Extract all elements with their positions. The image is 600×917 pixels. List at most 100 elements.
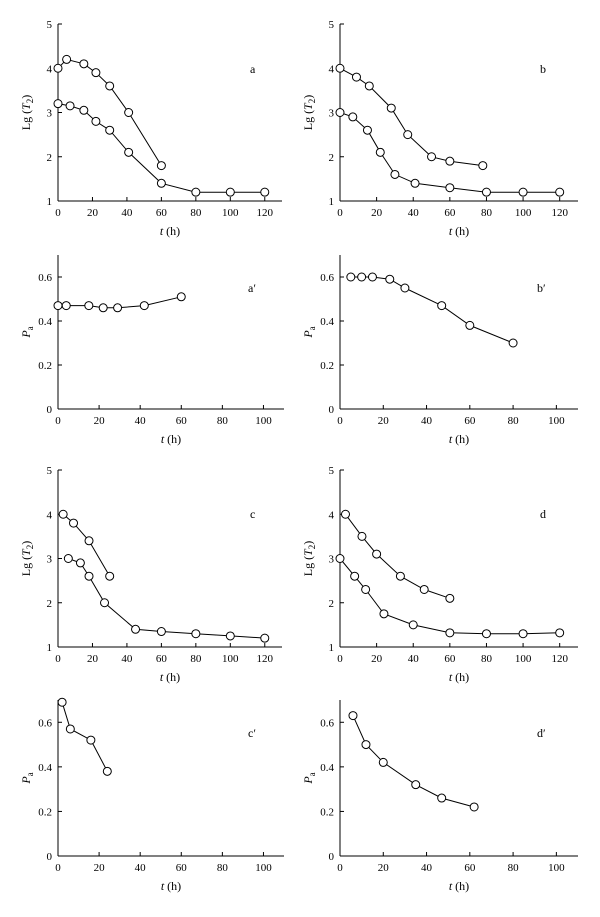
- x-tick-label: 60: [176, 415, 188, 427]
- x-tick-label: 20: [94, 862, 106, 874]
- panel-label: c′: [248, 726, 256, 740]
- data-point: [335, 63, 345, 73]
- data-point: [419, 584, 429, 594]
- data-point: [518, 629, 528, 639]
- x-axis-label: t (h): [449, 432, 469, 446]
- x-tick-label: 80: [217, 862, 229, 874]
- data-point: [340, 509, 350, 519]
- x-tick-label: 40: [421, 415, 433, 427]
- data-point: [375, 147, 385, 157]
- data-point: [362, 125, 372, 135]
- data-point: [156, 161, 166, 171]
- data-point: [411, 780, 421, 790]
- data-point: [335, 108, 345, 117]
- y-tick-label: 5: [329, 465, 335, 477]
- x-tick-label: 80: [190, 207, 202, 219]
- x-tick-label: 0: [337, 207, 343, 219]
- y-tick-label: 0.2: [38, 806, 52, 818]
- data-point: [191, 187, 201, 197]
- x-tick-label: 100: [548, 415, 565, 427]
- x-tick-label: 80: [481, 653, 493, 665]
- x-tick-label: 100: [222, 653, 239, 665]
- data-point: [156, 627, 166, 637]
- panel-label: c: [250, 507, 255, 521]
- data-point: [555, 187, 565, 197]
- y-tick-label: 0.2: [320, 360, 334, 372]
- y-tick-label: 0: [329, 404, 335, 416]
- data-point: [100, 598, 110, 608]
- y-tick-label: 0: [329, 851, 335, 863]
- x-tick-label: 60: [464, 415, 476, 427]
- y-tick-label: 0.6: [320, 272, 334, 284]
- x-tick-label: 60: [444, 653, 456, 665]
- y-tick-label: 2: [47, 598, 53, 610]
- y-axis-label: Pa: [19, 772, 35, 784]
- data-point: [427, 152, 437, 162]
- y-tick-label: 1: [329, 642, 335, 654]
- data-point: [555, 628, 565, 638]
- data-point: [445, 183, 455, 193]
- data-point: [361, 584, 371, 594]
- data-point: [390, 169, 400, 179]
- data-point: [348, 711, 358, 721]
- panel-label: d′: [537, 726, 546, 740]
- data-point: [61, 301, 71, 311]
- series-line-0: [345, 514, 450, 599]
- x-tick-label: 0: [55, 653, 61, 665]
- y-tick-label: 5: [47, 465, 53, 477]
- x-tick-label: 0: [337, 862, 343, 874]
- series-line-1: [57, 103, 265, 193]
- x-tick-label: 80: [190, 653, 202, 665]
- y-axis-label: Lg (T2): [19, 95, 35, 131]
- x-tick-label: 40: [121, 207, 133, 219]
- data-point: [86, 735, 96, 745]
- x-tick-label: 40: [121, 653, 133, 665]
- y-tick-label: 0.4: [38, 316, 52, 328]
- data-point: [79, 59, 89, 69]
- y-tick-label: 0.2: [320, 806, 334, 818]
- data-point: [260, 187, 270, 197]
- data-point: [53, 63, 63, 73]
- y-tick-label: 1: [329, 196, 335, 208]
- data-point: [53, 301, 63, 311]
- data-point: [465, 320, 475, 330]
- data-point: [62, 54, 72, 64]
- data-point: [58, 509, 68, 519]
- y-tick-label: 3: [47, 108, 53, 120]
- y-tick-label: 2: [329, 152, 335, 164]
- panel-label: a: [250, 62, 256, 76]
- y-tick-label: 1: [47, 196, 53, 208]
- series-line-0: [352, 715, 475, 808]
- x-tick-label: 0: [55, 207, 61, 219]
- series-line-0: [350, 276, 514, 344]
- y-tick-label: 0: [47, 851, 53, 863]
- x-tick-label: 40: [421, 862, 433, 874]
- y-tick-label: 2: [47, 152, 53, 164]
- x-tick-label: 60: [156, 653, 168, 665]
- data-point: [386, 103, 396, 113]
- data-point: [350, 571, 360, 581]
- data-point: [84, 301, 94, 311]
- data-point: [348, 112, 358, 122]
- data-point: [191, 629, 201, 639]
- data-point: [65, 101, 75, 111]
- data-point: [91, 116, 101, 126]
- x-tick-label: 20: [94, 415, 106, 427]
- data-point: [98, 303, 108, 313]
- y-tick-label: 3: [47, 554, 53, 566]
- data-point: [124, 147, 134, 157]
- data-point: [403, 130, 413, 140]
- data-point: [518, 187, 528, 197]
- panel-label: b′: [537, 281, 546, 295]
- x-tick-label: 80: [217, 415, 229, 427]
- data-point: [400, 283, 410, 293]
- data-point: [379, 609, 389, 619]
- y-tick-label: 3: [329, 108, 335, 120]
- data-point: [57, 697, 67, 707]
- x-tick-label: 20: [87, 207, 99, 219]
- x-tick-label: 0: [337, 653, 343, 665]
- x-tick-label: 20: [378, 862, 390, 874]
- data-point: [351, 72, 361, 82]
- x-tick-label: 40: [408, 653, 420, 665]
- chart-panel-3: 0 20 40 60 80 100 0 0.2 0.4 0.6 t (h) Pa b′: [301, 255, 578, 446]
